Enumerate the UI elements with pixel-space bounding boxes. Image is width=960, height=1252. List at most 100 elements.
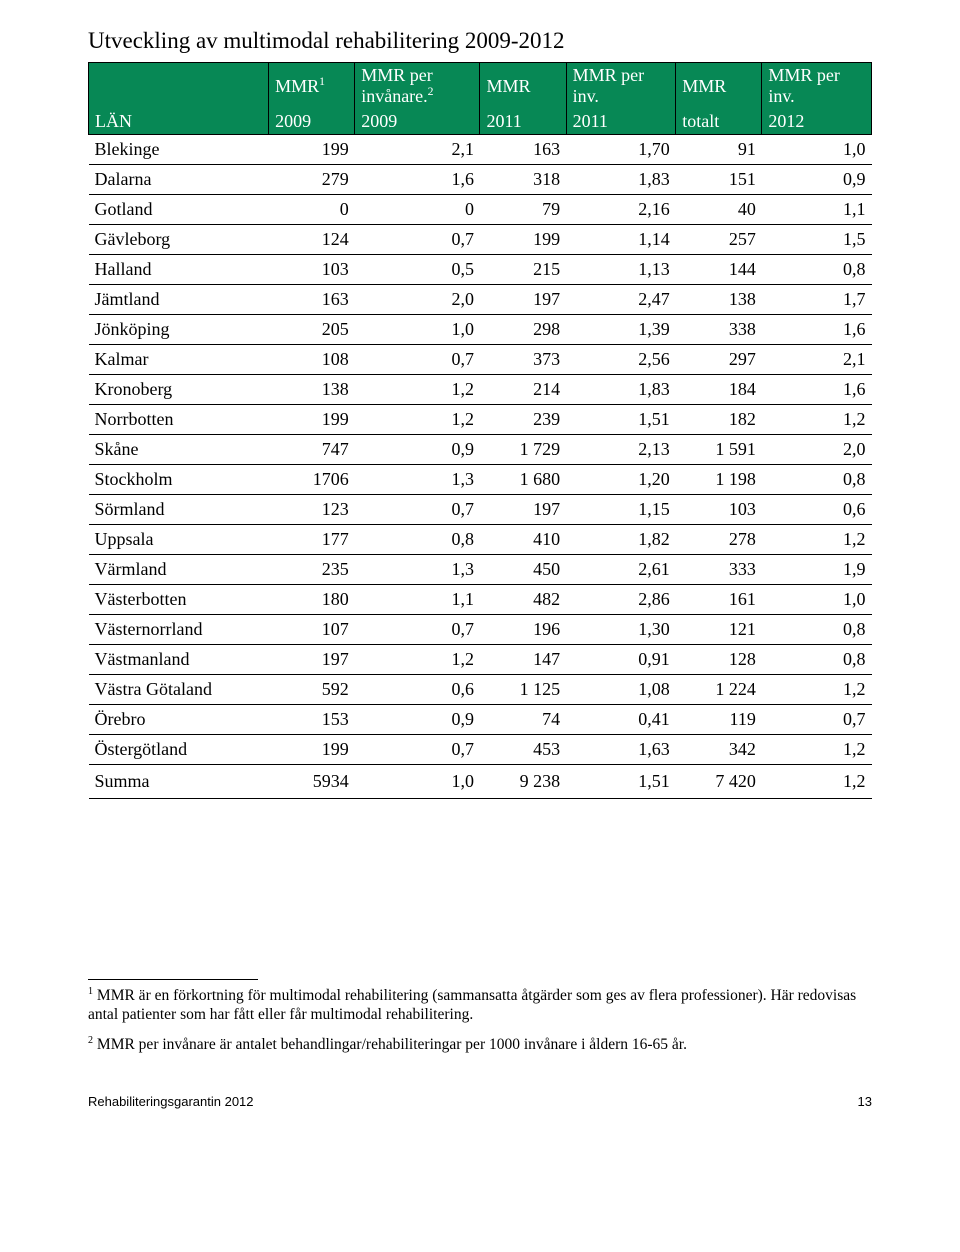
cell-value: 0,7 — [355, 735, 480, 765]
cell-value: 1,2 — [762, 525, 872, 555]
row-label: Östergötland — [89, 735, 269, 765]
cell-value: 1 224 — [676, 675, 762, 705]
row-label: Jämtland — [89, 285, 269, 315]
cell-value: 0,5 — [355, 255, 480, 285]
cell-value: 138 — [269, 375, 355, 405]
cell-value: 1,2 — [762, 405, 872, 435]
cell-value: 1706 — [269, 465, 355, 495]
cell-value: 1,83 — [566, 375, 676, 405]
col-head: MMR per inv. — [566, 63, 676, 110]
table-header-row-2: LÄN 2009 2009 2011 2011 totalt 2012 — [89, 109, 872, 135]
cell-value: 297 — [676, 345, 762, 375]
table-row: Örebro1530,9740,411190,7 — [89, 705, 872, 735]
cell-value: 1,3 — [355, 555, 480, 585]
cell-value: 453 — [480, 735, 566, 765]
cell-value: 747 — [269, 435, 355, 465]
cell-value: 1,7 — [762, 285, 872, 315]
table-row: Jönköping2051,02981,393381,6 — [89, 315, 872, 345]
col-head: LÄN — [89, 109, 269, 135]
table-row: Jämtland1632,01972,471381,7 — [89, 285, 872, 315]
cell-value: 1,70 — [566, 135, 676, 165]
row-label: Västra Götaland — [89, 675, 269, 705]
cell-value: 1,3 — [355, 465, 480, 495]
cell-value: 1,1 — [355, 585, 480, 615]
table-row: Östergötland1990,74531,633421,2 — [89, 735, 872, 765]
table-row: Kronoberg1381,22141,831841,6 — [89, 375, 872, 405]
cell-value: 0,6 — [355, 675, 480, 705]
row-label: Kronoberg — [89, 375, 269, 405]
cell-value: 2,16 — [566, 195, 676, 225]
cell-value: 2,1 — [355, 135, 480, 165]
cell-value: 1,2 — [762, 765, 872, 799]
cell-value: 2,0 — [762, 435, 872, 465]
cell-value: 592 — [269, 675, 355, 705]
row-label: Västernorrland — [89, 615, 269, 645]
cell-value: 1 591 — [676, 435, 762, 465]
cell-value: 0,7 — [355, 495, 480, 525]
cell-value: 1 198 — [676, 465, 762, 495]
cell-value: 2,0 — [355, 285, 480, 315]
cell-value: 1,30 — [566, 615, 676, 645]
table-row: Västmanland1971,21470,911280,8 — [89, 645, 872, 675]
table-row: Halland1030,52151,131440,8 — [89, 255, 872, 285]
cell-value: 124 — [269, 225, 355, 255]
row-label: Västmanland — [89, 645, 269, 675]
table-row: Gotland00792,16401,1 — [89, 195, 872, 225]
cell-value: 0,9 — [355, 705, 480, 735]
cell-value: 338 — [676, 315, 762, 345]
cell-value: 151 — [676, 165, 762, 195]
cell-value: 9 238 — [480, 765, 566, 799]
cell-value: 161 — [676, 585, 762, 615]
cell-value: 1 125 — [480, 675, 566, 705]
table-row: Västra Götaland5920,61 1251,081 2241,2 — [89, 675, 872, 705]
cell-value: 0,9 — [762, 165, 872, 195]
cell-value: 74 — [480, 705, 566, 735]
cell-value: 144 — [676, 255, 762, 285]
cell-value: 128 — [676, 645, 762, 675]
table-row: Uppsala1770,84101,822781,2 — [89, 525, 872, 555]
col-head: MMR per invånare.2 — [355, 63, 480, 110]
row-label: Summa — [89, 765, 269, 799]
cell-value: 1,14 — [566, 225, 676, 255]
cell-value: 1,39 — [566, 315, 676, 345]
cell-value: 0,8 — [762, 645, 872, 675]
footer-right: 13 — [858, 1094, 872, 1109]
cell-value: 103 — [269, 255, 355, 285]
cell-value: 199 — [269, 735, 355, 765]
cell-value: 119 — [676, 705, 762, 735]
col-head: totalt — [676, 109, 762, 135]
cell-value: 1,2 — [355, 405, 480, 435]
cell-value: 1,2 — [762, 735, 872, 765]
cell-value: 107 — [269, 615, 355, 645]
row-label: Kalmar — [89, 345, 269, 375]
table-row: Västernorrland1070,71961,301210,8 — [89, 615, 872, 645]
cell-value: 163 — [480, 135, 566, 165]
cell-value: 121 — [676, 615, 762, 645]
cell-value: 199 — [480, 225, 566, 255]
row-label: Blekinge — [89, 135, 269, 165]
cell-value: 1,2 — [762, 675, 872, 705]
cell-value: 373 — [480, 345, 566, 375]
row-label: Sörmland — [89, 495, 269, 525]
cell-value: 279 — [269, 165, 355, 195]
cell-value: 1,6 — [355, 165, 480, 195]
cell-value: 333 — [676, 555, 762, 585]
cell-value: 1,63 — [566, 735, 676, 765]
row-label: Jönköping — [89, 315, 269, 345]
table-row: Norrbotten1991,22391,511821,2 — [89, 405, 872, 435]
row-label: Norrbotten — [89, 405, 269, 435]
data-table: MMR1 MMR per invånare.2 MMR MMR per inv.… — [88, 62, 872, 799]
col-head: MMR1 — [269, 63, 355, 110]
cell-value: 103 — [676, 495, 762, 525]
page-title: Utveckling av multimodal rehabilitering … — [88, 28, 872, 54]
page-footer: Rehabiliteringsgarantin 2012 13 — [88, 1094, 872, 1109]
cell-value: 0,8 — [355, 525, 480, 555]
cell-value: 0,41 — [566, 705, 676, 735]
cell-value: 108 — [269, 345, 355, 375]
cell-value: 2,1 — [762, 345, 872, 375]
cell-value: 40 — [676, 195, 762, 225]
cell-value: 163 — [269, 285, 355, 315]
cell-value: 0 — [355, 195, 480, 225]
cell-value: 482 — [480, 585, 566, 615]
cell-value: 184 — [676, 375, 762, 405]
